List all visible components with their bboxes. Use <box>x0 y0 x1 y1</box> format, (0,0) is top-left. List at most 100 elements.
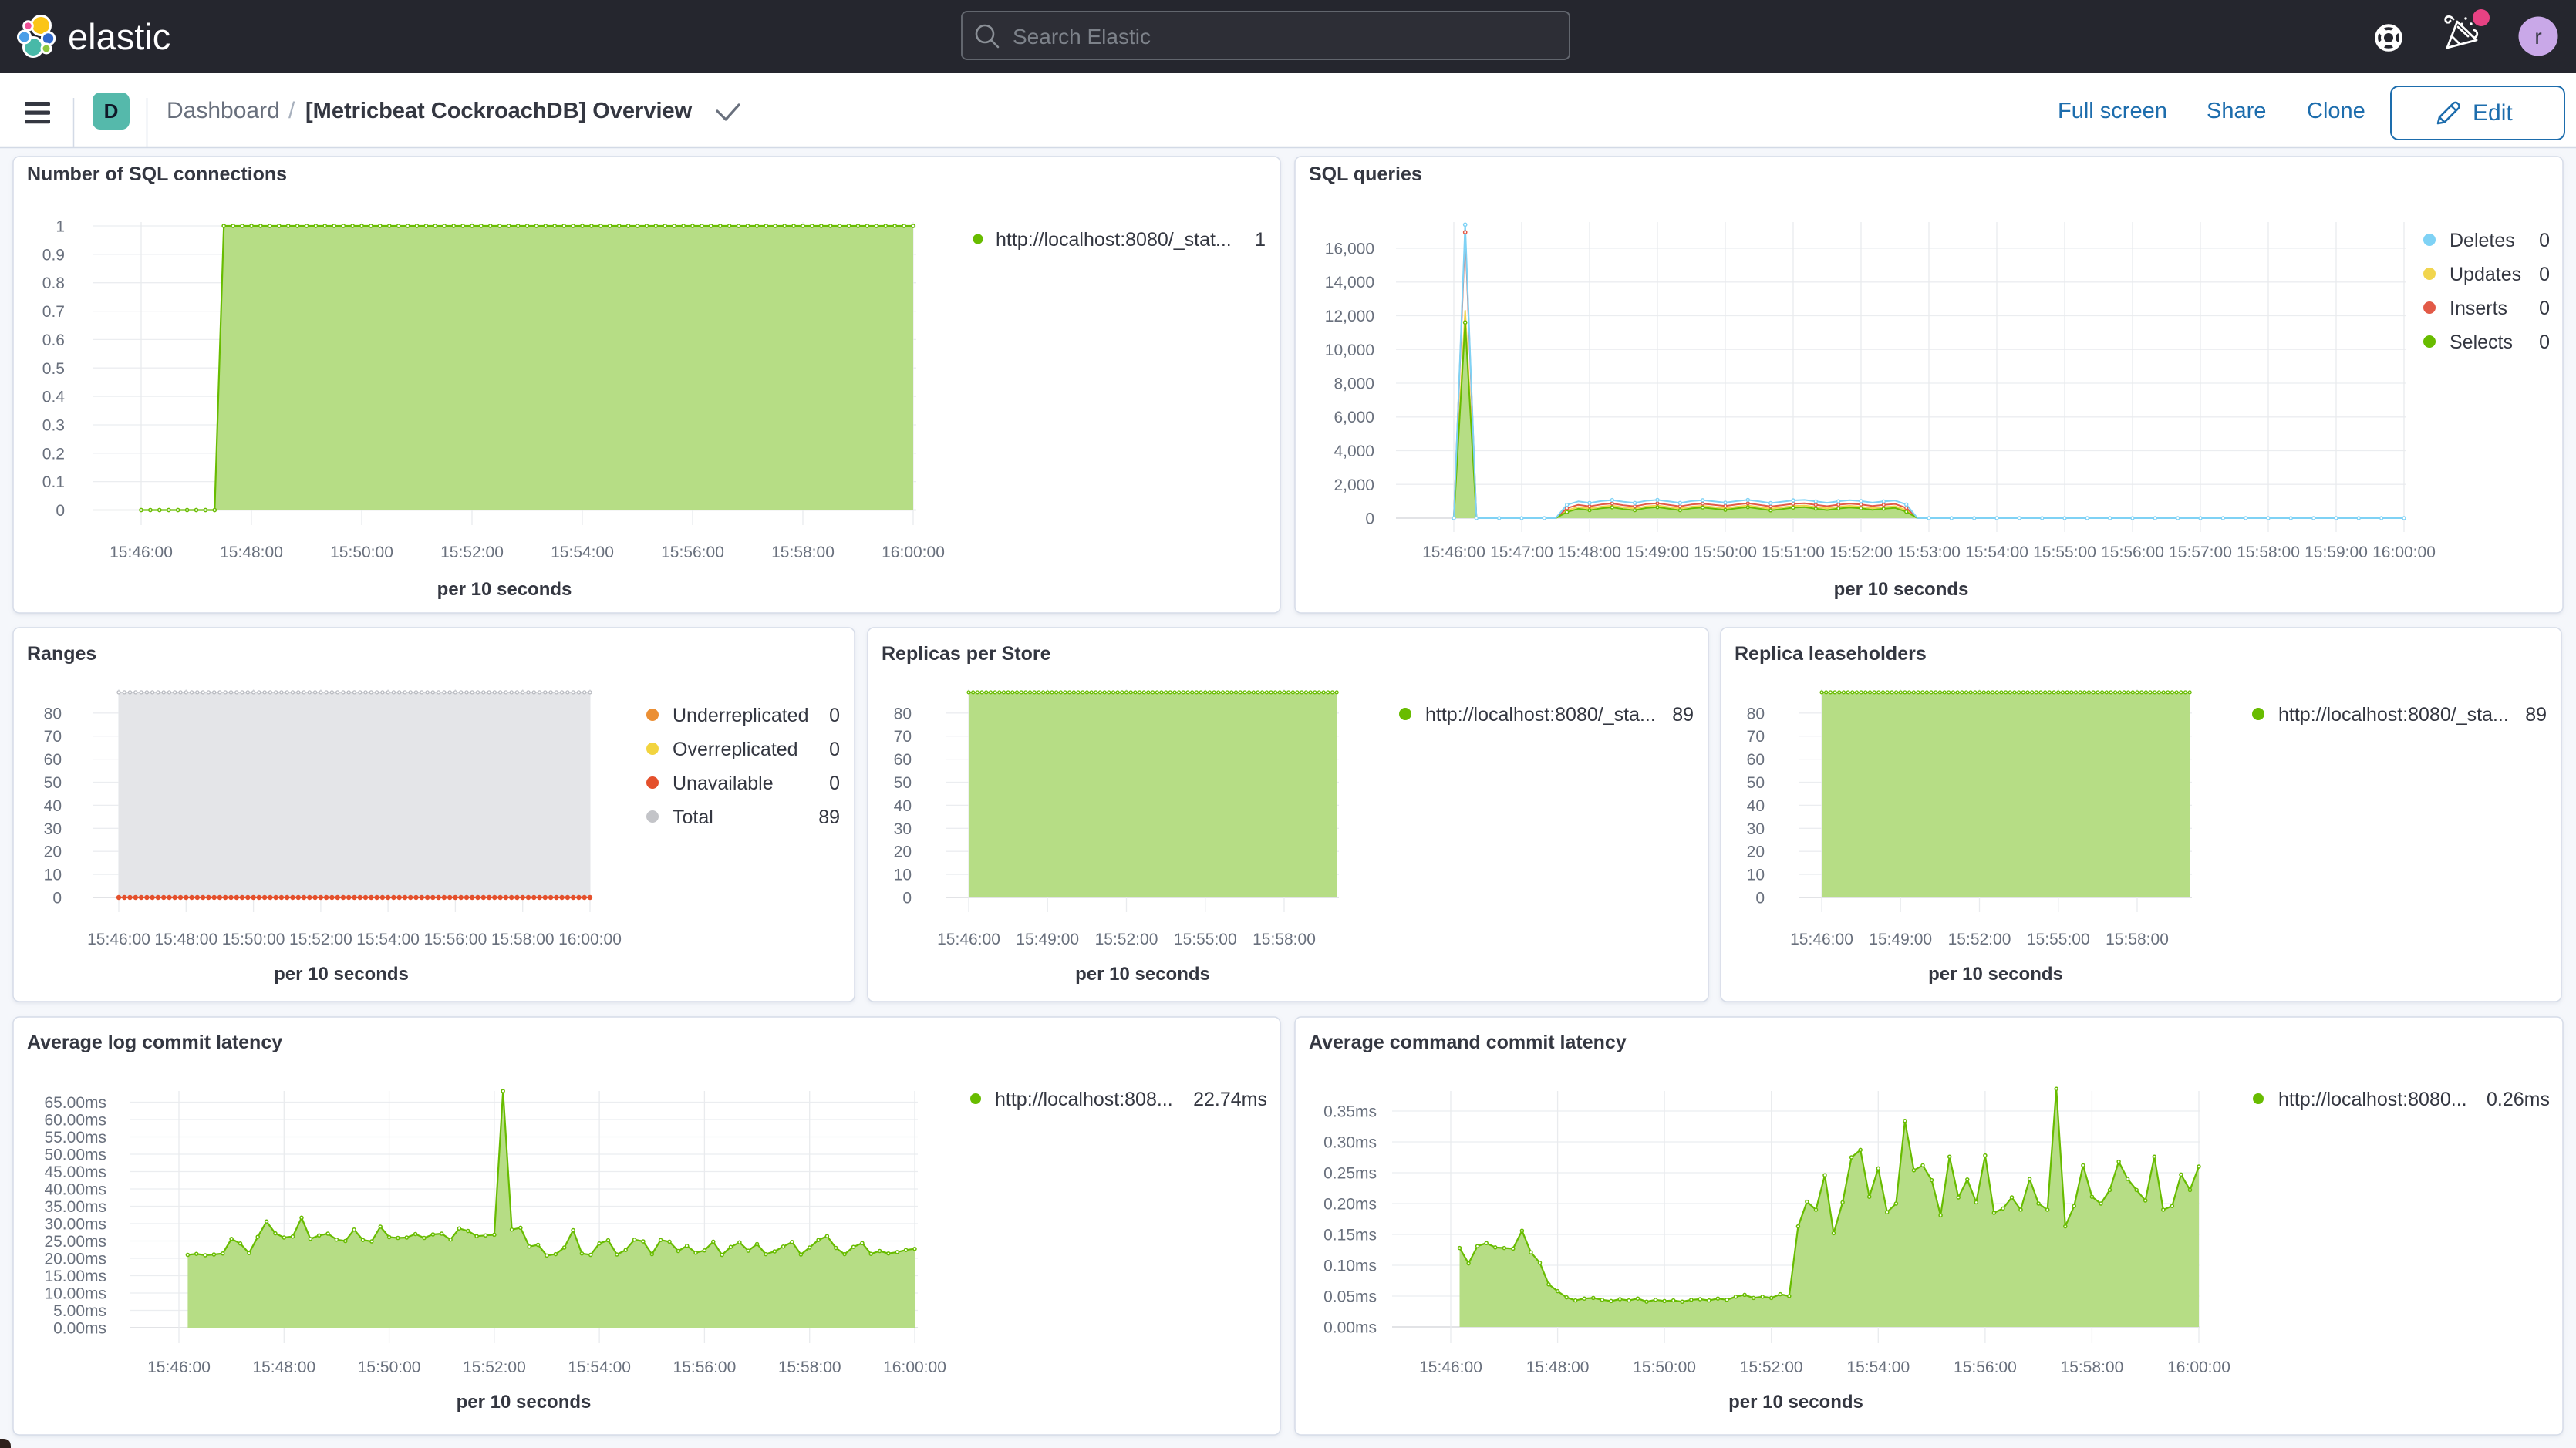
svg-text:15:55:00: 15:55:00 <box>2033 544 2096 561</box>
svg-text:15:56:00: 15:56:00 <box>1954 1359 2017 1376</box>
svg-text:http://localhost:808...: http://localhost:808... <box>995 1089 1173 1110</box>
svg-text:0.1: 0.1 <box>42 473 65 491</box>
svg-text:10: 10 <box>1747 867 1765 884</box>
svg-text:20.00ms: 20.00ms <box>44 1251 106 1268</box>
svg-text:15:58:00: 15:58:00 <box>771 544 835 561</box>
svg-text:65.00ms: 65.00ms <box>44 1094 106 1112</box>
svg-text:Underreplicated: Underreplicated <box>673 705 809 726</box>
svg-text:15:54:00: 15:54:00 <box>551 544 614 561</box>
svg-text:15:52:00: 15:52:00 <box>1095 931 1158 948</box>
svg-text:70: 70 <box>1747 728 1765 746</box>
svg-text:0: 0 <box>56 502 65 520</box>
svg-text:Selects: Selects <box>2450 332 2513 353</box>
svg-text:15:50:00: 15:50:00 <box>1694 544 1757 561</box>
svg-text:40: 40 <box>1747 797 1765 815</box>
svg-text:0.9: 0.9 <box>42 246 65 264</box>
svg-text:15:59:00: 15:59:00 <box>2305 544 2368 561</box>
svg-text:15:54:00: 15:54:00 <box>1846 1359 1910 1376</box>
svg-text:15:58:00: 15:58:00 <box>2061 1359 2124 1376</box>
svg-text:15:50:00: 15:50:00 <box>358 1359 421 1376</box>
svg-text:15:54:00: 15:54:00 <box>356 931 420 948</box>
svg-text:0: 0 <box>1755 890 1765 908</box>
svg-text:0.5: 0.5 <box>42 360 65 378</box>
svg-text:30: 30 <box>1747 820 1765 838</box>
svg-text:40.00ms: 40.00ms <box>44 1181 106 1199</box>
svg-text:Replicas per Store: Replicas per Store <box>882 643 1051 665</box>
svg-text:0: 0 <box>902 890 912 908</box>
svg-text:per 10 seconds: per 10 seconds <box>274 964 409 985</box>
svg-text:50.00ms: 50.00ms <box>44 1147 106 1164</box>
svg-text:20: 20 <box>1747 844 1765 861</box>
svg-text:D: D <box>104 99 119 123</box>
svg-text:40: 40 <box>894 797 912 815</box>
svg-text:http://localhost:8080/_sta...: http://localhost:8080/_sta... <box>2278 704 2509 726</box>
svg-text:0: 0 <box>2539 332 2550 353</box>
svg-text:40: 40 <box>44 797 62 815</box>
svg-text:1: 1 <box>1255 229 1266 251</box>
svg-text:Updates: Updates <box>2450 264 2521 285</box>
svg-text:15:56:00: 15:56:00 <box>673 1359 737 1376</box>
svg-text:Full screen: Full screen <box>2058 99 2167 123</box>
svg-text:16:00:00: 16:00:00 <box>2167 1359 2230 1376</box>
svg-text:15:50:00: 15:50:00 <box>1633 1359 1696 1376</box>
svg-text:0.2: 0.2 <box>42 445 65 463</box>
svg-text:per 10 seconds: per 10 seconds <box>1728 1392 1863 1413</box>
svg-text:15:46:00: 15:46:00 <box>147 1359 211 1376</box>
svg-text:Inserts: Inserts <box>2450 298 2507 319</box>
svg-text:15:48:00: 15:48:00 <box>154 931 217 948</box>
svg-text:15:56:00: 15:56:00 <box>2101 544 2164 561</box>
svg-text:15:48:00: 15:48:00 <box>1526 1359 1590 1376</box>
svg-text:15:55:00: 15:55:00 <box>1174 931 1237 948</box>
svg-text:0.15ms: 0.15ms <box>1323 1227 1377 1244</box>
svg-text:60: 60 <box>1747 751 1765 769</box>
svg-text:Edit: Edit <box>2473 100 2513 126</box>
svg-text:0.00ms: 0.00ms <box>53 1320 106 1338</box>
svg-text:70: 70 <box>44 728 62 746</box>
svg-text:Dashboard: Dashboard <box>167 98 280 123</box>
svg-text:http://localhost:8080/_sta...: http://localhost:8080/_sta... <box>1425 704 1656 726</box>
svg-text:15:58:00: 15:58:00 <box>491 931 555 948</box>
svg-text:8,000: 8,000 <box>1334 375 1374 393</box>
svg-text:60: 60 <box>44 751 62 769</box>
svg-text:1: 1 <box>56 218 65 236</box>
svg-text:http://localhost:8080/_stat...: http://localhost:8080/_stat... <box>996 229 1232 251</box>
svg-text:15:46:00: 15:46:00 <box>1422 544 1485 561</box>
svg-text:15:48:00: 15:48:00 <box>220 544 283 561</box>
svg-text:89: 89 <box>818 807 840 828</box>
svg-text:4,000: 4,000 <box>1334 443 1374 460</box>
svg-text:Replica leaseholders: Replica leaseholders <box>1735 643 1927 665</box>
svg-text:80: 80 <box>894 705 912 722</box>
svg-text:15:46:00: 15:46:00 <box>1419 1359 1482 1376</box>
svg-text:16:00:00: 16:00:00 <box>883 1359 946 1376</box>
svg-text:10: 10 <box>894 867 912 884</box>
svg-text:20: 20 <box>894 844 912 861</box>
svg-text:15:52:00: 15:52:00 <box>440 544 504 561</box>
svg-text:89: 89 <box>1672 704 1694 726</box>
svg-text:2,000: 2,000 <box>1334 476 1374 494</box>
svg-text:0.4: 0.4 <box>42 389 66 406</box>
svg-text:per 10 seconds: per 10 seconds <box>1834 579 1969 600</box>
svg-text:14,000: 14,000 <box>1325 274 1374 291</box>
svg-text:15:50:00: 15:50:00 <box>222 931 285 948</box>
svg-text:15:46:00: 15:46:00 <box>110 544 173 561</box>
svg-text:0.25ms: 0.25ms <box>1323 1165 1377 1183</box>
svg-text:15.00ms: 15.00ms <box>44 1268 106 1285</box>
svg-text:15:47:00: 15:47:00 <box>1490 544 1553 561</box>
svg-text:80: 80 <box>1747 705 1765 722</box>
svg-text:30: 30 <box>894 820 912 838</box>
svg-text:15:50:00: 15:50:00 <box>330 544 393 561</box>
svg-text:30: 30 <box>44 820 62 838</box>
svg-text:0.30ms: 0.30ms <box>1323 1134 1377 1152</box>
svg-text:Share: Share <box>2207 99 2266 123</box>
svg-text:15:53:00: 15:53:00 <box>1897 544 1961 561</box>
svg-text:15:56:00: 15:56:00 <box>661 544 724 561</box>
svg-text:50: 50 <box>1747 774 1765 792</box>
svg-text:Clone: Clone <box>2307 99 2365 123</box>
svg-text:15:54:00: 15:54:00 <box>568 1359 631 1376</box>
svg-text:15:52:00: 15:52:00 <box>289 931 352 948</box>
svg-text:0.10ms: 0.10ms <box>1323 1258 1377 1275</box>
svg-text:15:48:00: 15:48:00 <box>1558 544 1621 561</box>
svg-text:0: 0 <box>52 890 62 908</box>
svg-text:16:00:00: 16:00:00 <box>882 544 945 561</box>
svg-text:15:51:00: 15:51:00 <box>1762 544 1825 561</box>
